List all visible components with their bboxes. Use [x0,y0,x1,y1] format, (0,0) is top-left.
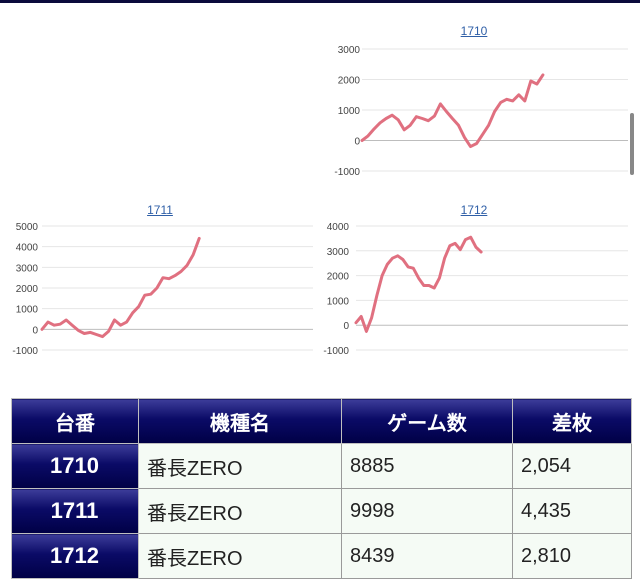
chart-1712-plot: 4000 3000 2000 1000 0 -1000 [323,222,628,357]
machine-name-cell: 番長ZERO [138,533,342,579]
chart-1712: 1712 4000 3000 2000 1000 0 -1000 [318,198,630,363]
y-tick-label: 1000 [327,296,350,307]
y-tick-label: 0 [343,321,349,332]
game-count-cell: 8885 [341,443,513,489]
header-machine-name: 機種名 [138,398,342,444]
scrollbar[interactable] [630,113,634,175]
machine-number-cell: 1711 [11,488,139,534]
chart-title-link[interactable]: 1711 [147,203,173,217]
chart-title-link[interactable]: 1712 [460,203,488,217]
y-tick-label: -1000 [12,346,38,357]
top-bar [0,0,640,3]
table-row: 1710 番長ZERO 8885 2,054 [11,443,632,489]
chart-title-link[interactable]: 1710 [460,24,488,38]
y-tick-label: 2000 [327,272,350,283]
machine-name-cell: 番長ZERO [138,443,342,489]
chart-1711-plot: 5000 4000 3000 2000 1000 0 -1000 [12,222,313,357]
y-tick-label: 0 [32,325,38,336]
results-table: 台番 機種名 ゲーム数 差枚 1710 番長ZERO 8885 2,054 17… [11,398,632,579]
chart-1710-plot: 3000 2000 1000 0 -1000 [334,45,628,178]
table-header-row: 台番 機種名 ゲーム数 差枚 [11,398,632,444]
series-line [40,236,201,339]
difference-cell: 4,435 [512,488,632,534]
difference-cell: 2,810 [512,533,632,579]
chart-1710: 1710 3000 2000 1000 0 -1000 [318,20,630,185]
y-tick-label: 1000 [338,106,361,117]
difference-cell: 2,054 [512,443,632,489]
chart-1711: 1711 5000 4000 3000 2000 1000 0 -1000 [5,198,315,363]
game-count-cell: 9998 [341,488,513,534]
table-row: 1712 番長ZERO 8439 2,810 [11,533,632,579]
header-machine-number: 台番 [11,398,139,444]
y-tick-label: 1000 [16,305,39,316]
header-game-count: ゲーム数 [341,398,513,444]
y-tick-label: -1000 [334,167,360,178]
y-tick-label: 3000 [338,45,361,56]
y-tick-label: 3000 [327,247,350,258]
y-tick-label: 0 [354,137,360,148]
table-row: 1711 番長ZERO 9998 4,435 [11,488,632,534]
y-tick-label: 2000 [338,76,361,87]
machine-number-cell: 1710 [11,443,139,489]
y-tick-label: 5000 [16,222,39,233]
game-count-cell: 8439 [341,533,513,579]
header-difference: 差枚 [512,398,632,444]
series-line [360,73,545,149]
y-tick-label: 2000 [16,284,39,295]
machine-name-cell: 番長ZERO [138,488,342,534]
series-line [354,235,483,333]
machine-number-cell: 1712 [11,533,139,579]
y-tick-label: 3000 [16,263,39,274]
y-tick-label: -1000 [323,346,349,357]
y-tick-label: 4000 [16,243,39,254]
y-tick-label: 4000 [327,222,350,233]
